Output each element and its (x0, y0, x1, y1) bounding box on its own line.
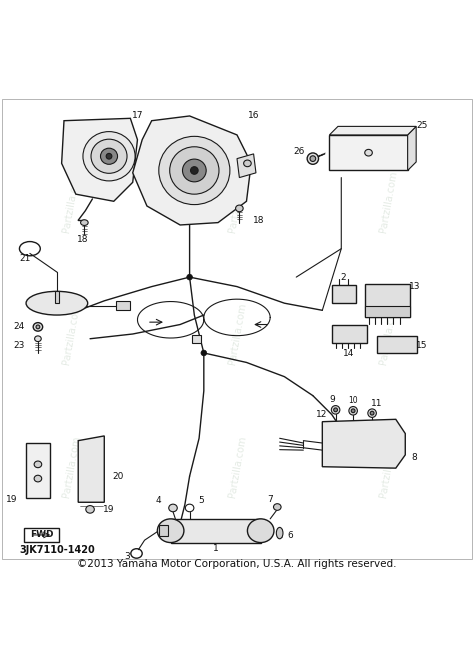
Text: 9: 9 (329, 395, 335, 404)
Ellipse shape (100, 148, 118, 164)
Text: 21: 21 (19, 254, 31, 263)
Text: 23: 23 (13, 341, 25, 350)
Polygon shape (78, 436, 104, 502)
Ellipse shape (307, 153, 319, 164)
Polygon shape (133, 116, 251, 225)
Ellipse shape (91, 139, 127, 173)
Ellipse shape (187, 275, 192, 280)
Text: 14: 14 (343, 349, 354, 359)
Ellipse shape (159, 136, 230, 204)
Text: 16: 16 (248, 112, 259, 120)
Text: Partzilla.com: Partzilla.com (227, 170, 247, 233)
Bar (332, 325, 367, 343)
Ellipse shape (34, 461, 42, 468)
Text: Partzilla.com: Partzilla.com (227, 303, 247, 365)
Text: 11: 11 (371, 399, 383, 408)
Text: Partzilla.com: Partzilla.com (378, 435, 399, 498)
Polygon shape (329, 126, 416, 135)
Text: 3: 3 (124, 552, 130, 561)
Text: 18: 18 (253, 216, 264, 224)
Text: 20: 20 (113, 472, 124, 481)
Text: ©2013 Yamaha Motor Corporation, U.S.A. All rights reserved.: ©2013 Yamaha Motor Corporation, U.S.A. A… (77, 559, 397, 569)
Ellipse shape (83, 132, 135, 181)
Text: 24: 24 (13, 323, 25, 331)
Bar (332, 285, 356, 303)
Ellipse shape (169, 504, 177, 512)
Text: Partzilla.com: Partzilla.com (61, 435, 82, 498)
Text: 3JK7110-1420: 3JK7110-1420 (19, 545, 95, 555)
Text: 8: 8 (412, 453, 418, 462)
Polygon shape (171, 519, 261, 542)
Polygon shape (237, 154, 256, 178)
Text: Partzilla.com: Partzilla.com (61, 170, 82, 233)
Ellipse shape (81, 220, 88, 226)
Text: 10: 10 (348, 396, 358, 405)
Text: Partzilla.com: Partzilla.com (378, 303, 399, 365)
Ellipse shape (36, 325, 40, 329)
Text: 19: 19 (103, 505, 115, 514)
Ellipse shape (368, 409, 376, 418)
Polygon shape (159, 525, 168, 536)
Text: 18: 18 (77, 234, 89, 244)
Text: 7: 7 (267, 496, 273, 504)
Text: 12: 12 (316, 410, 327, 419)
Text: Partzilla.com: Partzilla.com (61, 303, 82, 365)
Polygon shape (322, 420, 405, 468)
Bar (26, 443, 50, 498)
Ellipse shape (33, 323, 43, 331)
Ellipse shape (334, 408, 337, 411)
Text: 1: 1 (213, 544, 219, 553)
Ellipse shape (201, 350, 207, 356)
Polygon shape (62, 118, 137, 201)
Ellipse shape (35, 336, 41, 341)
Ellipse shape (236, 205, 243, 212)
Ellipse shape (182, 159, 206, 182)
Bar (365, 305, 410, 317)
Ellipse shape (365, 150, 372, 156)
Text: Partzilla.com: Partzilla.com (227, 435, 247, 498)
Text: 4: 4 (156, 496, 162, 506)
Bar (365, 284, 410, 317)
Ellipse shape (331, 405, 340, 414)
Text: 5: 5 (199, 496, 204, 506)
Text: 26: 26 (293, 147, 304, 156)
Text: FWD: FWD (30, 530, 53, 540)
Bar (55, 291, 59, 303)
Bar (377, 337, 417, 353)
Ellipse shape (351, 409, 355, 413)
Text: 19: 19 (6, 496, 18, 504)
Ellipse shape (106, 154, 112, 159)
Polygon shape (408, 126, 416, 170)
Ellipse shape (191, 167, 198, 174)
Ellipse shape (310, 156, 316, 162)
Ellipse shape (244, 160, 251, 167)
Text: 13: 13 (409, 282, 420, 291)
Text: 17: 17 (132, 112, 143, 120)
Ellipse shape (157, 519, 184, 542)
Bar (192, 335, 201, 343)
Ellipse shape (247, 519, 274, 542)
Ellipse shape (276, 528, 283, 539)
Bar (116, 301, 130, 311)
Text: 6: 6 (288, 531, 293, 540)
Ellipse shape (26, 291, 88, 315)
Polygon shape (329, 135, 408, 170)
Ellipse shape (349, 407, 357, 415)
Ellipse shape (86, 506, 94, 513)
Ellipse shape (34, 475, 42, 482)
Text: 15: 15 (416, 341, 428, 350)
Ellipse shape (370, 411, 374, 415)
Text: 2: 2 (341, 273, 346, 282)
Ellipse shape (170, 147, 219, 194)
Bar (24, 528, 59, 542)
Text: Partzilla.com: Partzilla.com (378, 170, 399, 233)
Ellipse shape (273, 504, 281, 510)
Text: 25: 25 (416, 121, 428, 130)
